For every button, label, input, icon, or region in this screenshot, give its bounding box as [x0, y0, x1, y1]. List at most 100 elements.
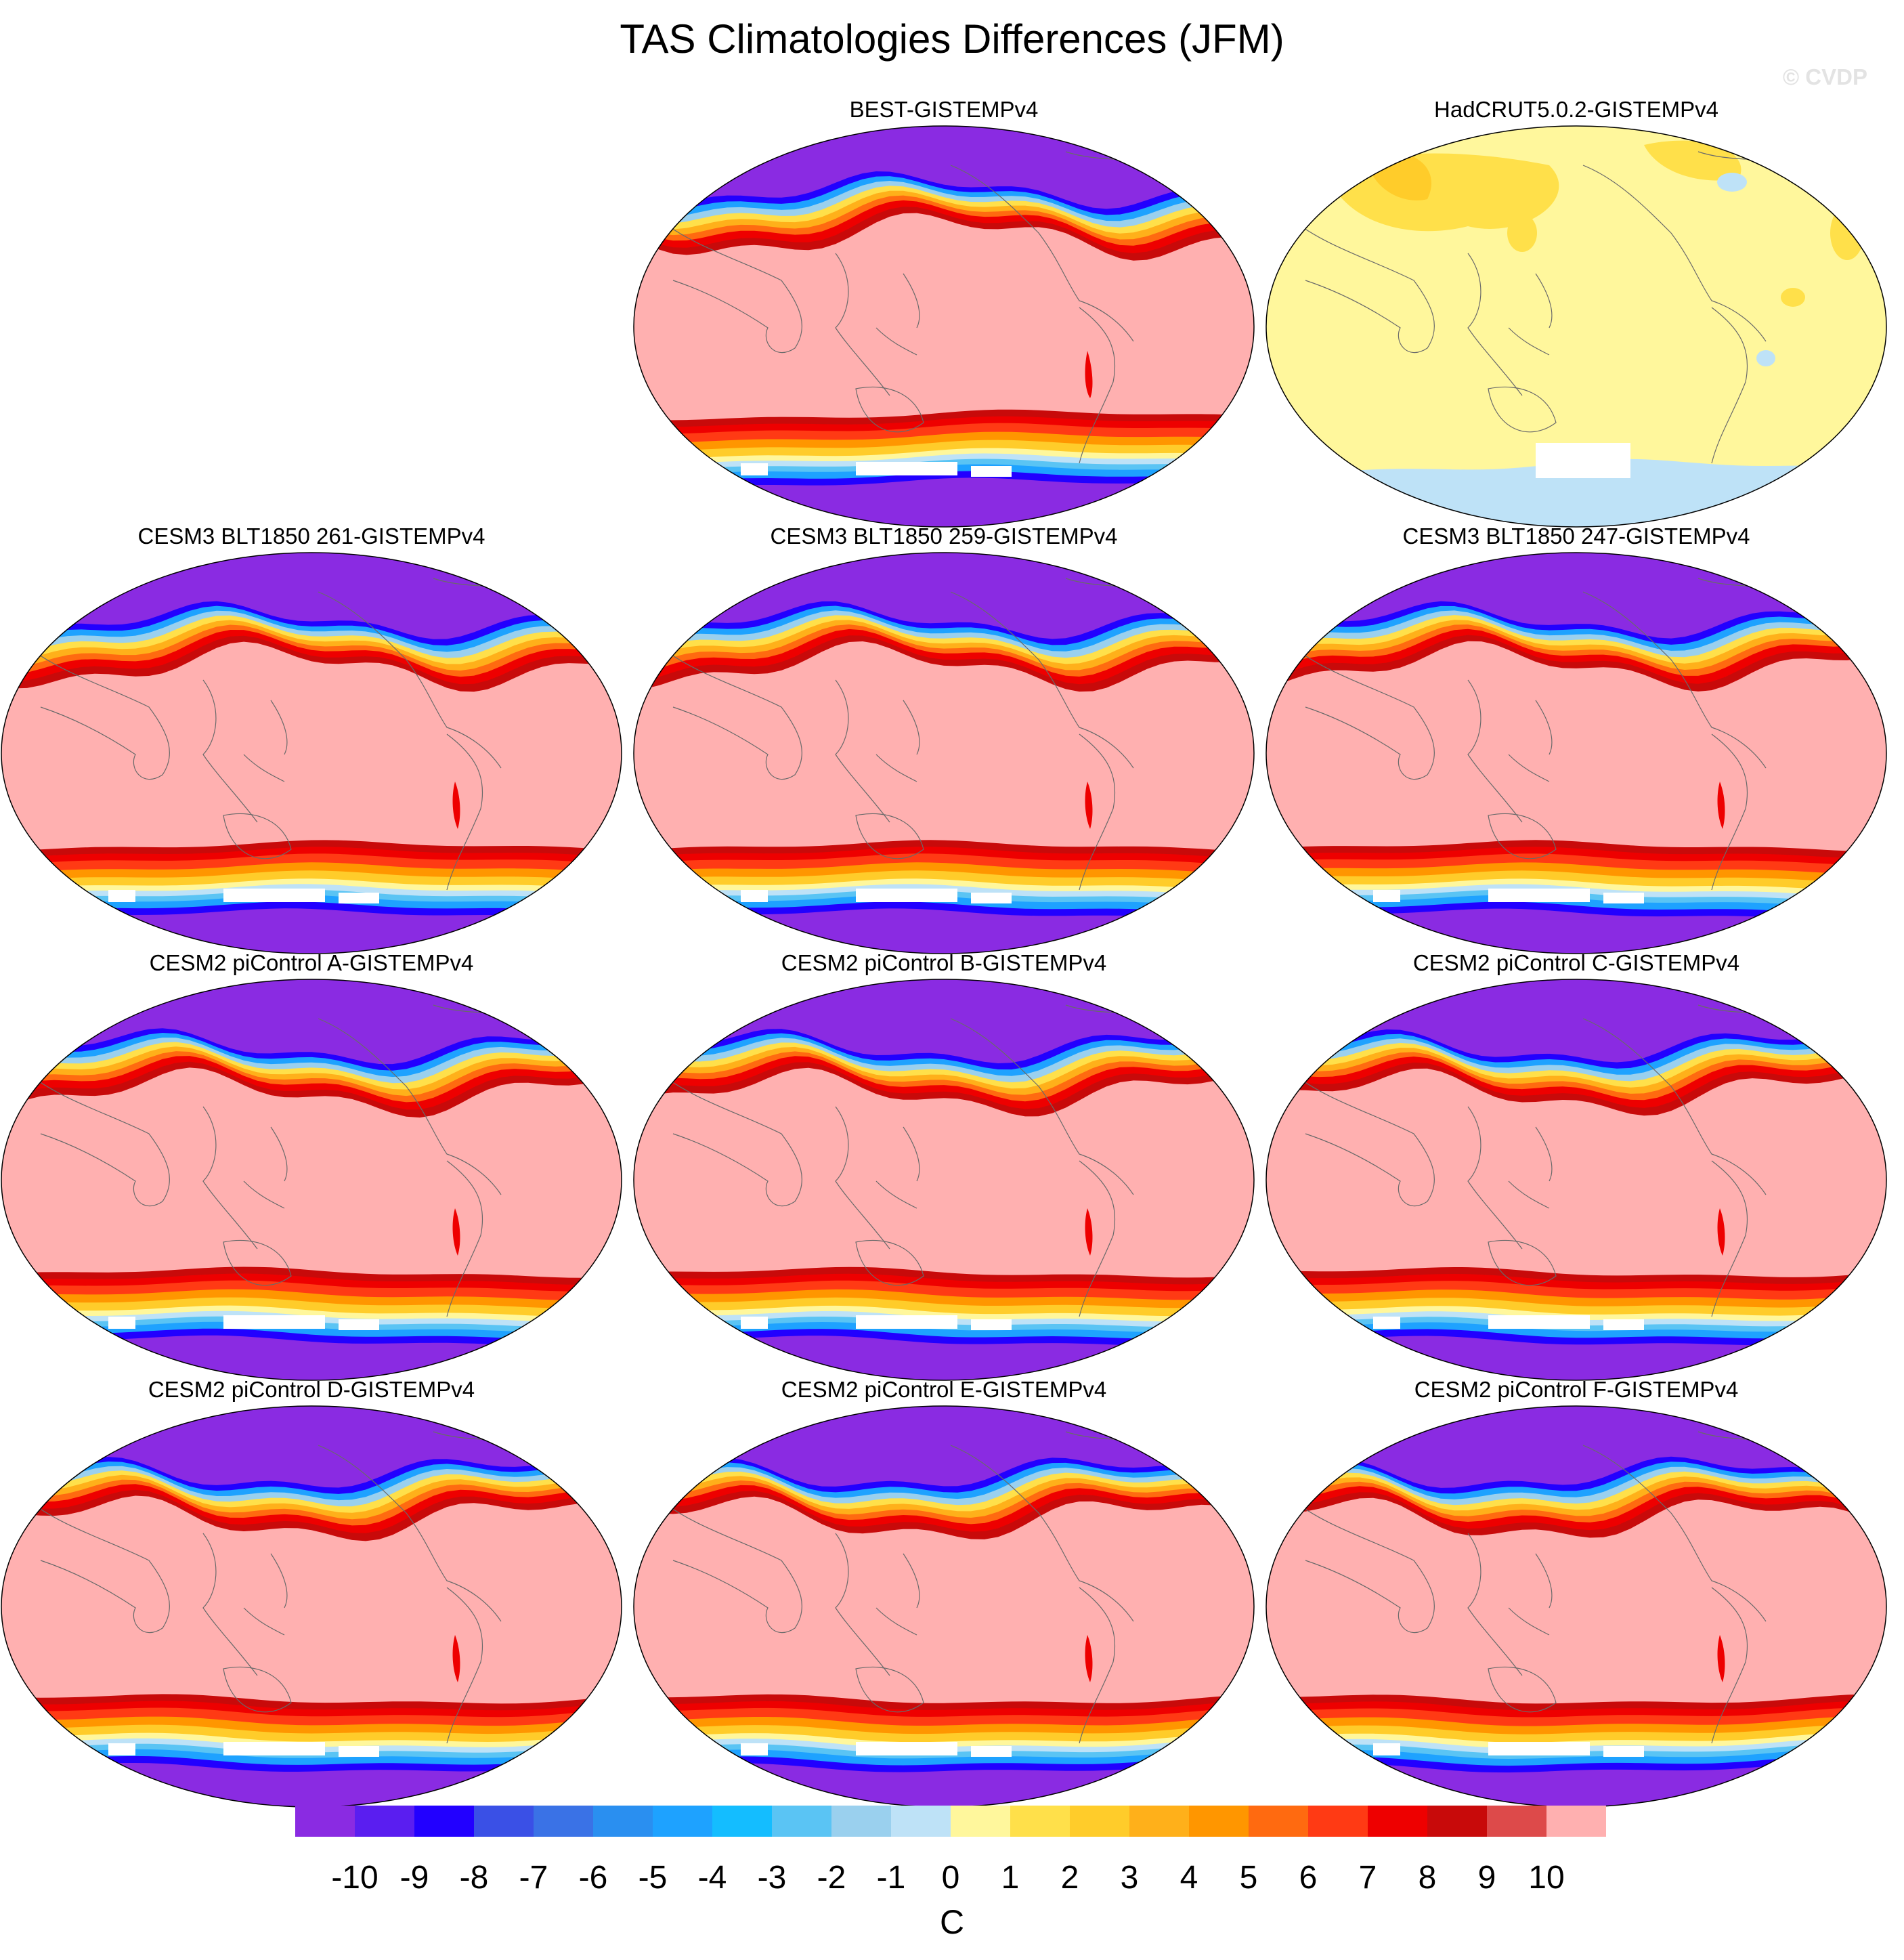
coastline	[26, 1499, 170, 1634]
map-plot-cesm2-e	[633, 1405, 1255, 1808]
colorbar-tick-label: -7	[519, 1860, 548, 1896]
coastline	[1291, 645, 1435, 780]
colorbar-tick-label: -2	[817, 1860, 846, 1896]
coastline	[659, 219, 802, 354]
coastline	[1508, 700, 1553, 782]
missing-data	[971, 1319, 1012, 1330]
coastline	[1582, 1445, 1767, 1622]
map-border	[1265, 979, 1887, 1381]
panel-title: CESM2 piControl B-GISTEMPv4	[781, 950, 1107, 975]
warm-patch	[1830, 206, 1864, 260]
coastline	[659, 1072, 802, 1207]
colorbar-tick-label: 0	[942, 1860, 960, 1896]
map-plot-cesm2-a	[1, 979, 622, 1381]
missing-data	[1488, 1742, 1590, 1755]
andes-hotspot	[1085, 1635, 1093, 1682]
coastline	[1508, 1553, 1553, 1636]
cool-patch	[1756, 350, 1775, 366]
panel-title: CESM2 piControl F-GISTEMPv4	[1414, 1377, 1739, 1402]
coastline	[835, 253, 890, 396]
antarctic-contour-band	[1266, 908, 1886, 954]
colorbar-swatch	[1249, 1806, 1308, 1837]
missing-data	[856, 462, 957, 475]
missing-data	[108, 1743, 135, 1755]
missing-data	[339, 893, 379, 903]
cool-patch	[1488, 496, 1658, 527]
coastline	[1711, 1587, 1748, 1744]
coastline	[659, 1499, 802, 1634]
coastline	[318, 1445, 502, 1622]
colorbar-tick-label: 5	[1240, 1860, 1258, 1896]
map-plot-cesm2-b	[633, 979, 1255, 1381]
colorbar-swatch	[534, 1806, 593, 1837]
andes-hotspot	[1085, 351, 1093, 398]
panel-title: CESM2 piControl D-GISTEMPv4	[148, 1377, 475, 1402]
coastline	[950, 1445, 1134, 1622]
coastline	[243, 700, 288, 782]
andes-hotspot	[1085, 1208, 1093, 1256]
map-border	[633, 552, 1255, 954]
antarctic-contour-band	[634, 477, 1254, 527]
coastline	[1467, 1106, 1523, 1250]
missing-data	[741, 1317, 768, 1329]
coastline	[446, 1160, 483, 1317]
coastline	[243, 1553, 288, 1636]
andes-hotspot	[1717, 1208, 1725, 1256]
missing-data	[108, 890, 135, 902]
map-panel-cesm2-a: CESM2 piControl A-GISTEMPv4	[0, 950, 623, 1383]
missing-data	[741, 463, 768, 475]
coastline	[835, 679, 890, 823]
andes-hotspot	[1717, 782, 1725, 829]
warm-patch	[1644, 140, 1741, 181]
colorbar-tick-label: 7	[1359, 1860, 1377, 1896]
coastline	[1582, 1018, 1767, 1195]
coastline	[1488, 386, 1557, 433]
colorbar-tick-label: 9	[1478, 1860, 1496, 1896]
colorbar-swatch	[891, 1806, 951, 1837]
missing-data	[108, 1317, 135, 1329]
coastline	[202, 679, 258, 823]
colorbar-tick-label: 4	[1180, 1860, 1198, 1896]
missing-data	[971, 1746, 1012, 1757]
coastline	[223, 1239, 292, 1286]
colorbar-swatch	[1308, 1806, 1368, 1837]
missing-data	[856, 1742, 957, 1755]
colorbar-tick-label: -10	[331, 1860, 378, 1896]
coastline	[1291, 1499, 1435, 1634]
colorbar-tick-label: 3	[1121, 1860, 1139, 1896]
map-panel-cesm2-b: CESM2 piControl B-GISTEMPv4	[632, 950, 1255, 1383]
coastline	[202, 1106, 258, 1250]
cool-patch	[1717, 173, 1747, 192]
coastline	[1711, 307, 1748, 464]
colorbar-tick-label: -1	[877, 1860, 906, 1896]
coastline	[1079, 1587, 1116, 1744]
figure-title: TAS Climatologies Differences (JFM)	[620, 16, 1284, 62]
panel-title: HadCRUT5.0.2-GISTEMPv4	[1434, 97, 1718, 122]
missing-data	[1373, 1317, 1400, 1329]
coastline	[855, 1666, 924, 1713]
cvdp-watermark: © CVDP	[1782, 64, 1867, 89]
antarctic-contour-band	[634, 908, 1254, 954]
coastline	[318, 1018, 502, 1195]
andes-hotspot	[1717, 1635, 1725, 1682]
missing-data	[223, 889, 325, 902]
missing-data	[223, 1315, 325, 1329]
colorbar-tick-label: -4	[698, 1860, 727, 1896]
map-border	[633, 979, 1255, 1381]
colorbar-swatch	[1427, 1806, 1487, 1837]
missing-data	[223, 1742, 325, 1755]
map-panel-cesm2-c: CESM2 piControl C-GISTEMPv4	[1265, 950, 1888, 1383]
coastline	[855, 813, 924, 859]
andes-hotspot	[452, 1208, 460, 1256]
missing-data	[741, 890, 768, 902]
map-plot-best	[633, 125, 1255, 528]
map-border	[1, 979, 622, 1381]
coastline	[223, 1666, 292, 1713]
colorbar-tick-label: 8	[1419, 1860, 1437, 1896]
coastline	[835, 1106, 890, 1250]
andes-hotspot	[452, 1635, 460, 1682]
colorbar-swatch	[653, 1806, 712, 1837]
missing-data	[1603, 1746, 1644, 1757]
colorbar-swatch	[1070, 1806, 1129, 1837]
coastline	[950, 591, 1134, 769]
